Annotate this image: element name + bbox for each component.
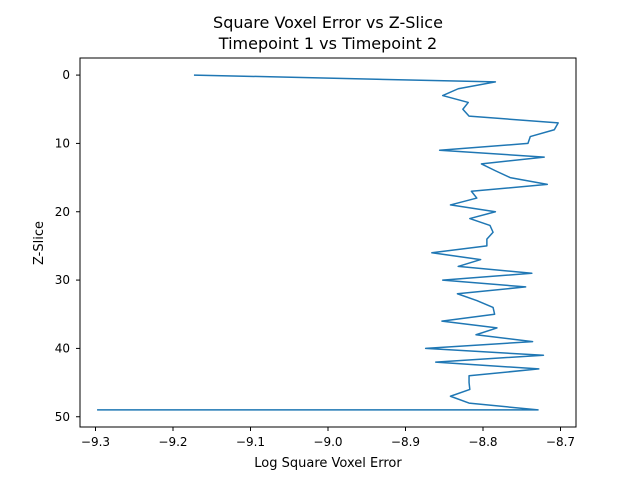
x-axis: −9.3 −9.2 −9.1 −9.0 −8.9 −8.8 −8.7 bbox=[81, 427, 575, 449]
y-tick-label: 40 bbox=[55, 341, 70, 355]
x-tick-label: −9.3 bbox=[81, 435, 110, 449]
chart-title: Square Voxel Error vs Z-Slice bbox=[213, 13, 443, 32]
chart-subtitle: Timepoint 1 vs Timepoint 2 bbox=[218, 34, 437, 53]
series-line bbox=[97, 74, 559, 411]
plot-frame bbox=[79, 57, 577, 428]
x-axis-label: Log Square Voxel Error bbox=[254, 456, 402, 471]
x-tick-label: −9.2 bbox=[158, 435, 187, 449]
y-axis-label: Z-Slice bbox=[32, 221, 47, 265]
y-tick-label: 0 bbox=[62, 68, 70, 82]
plot-area bbox=[80, 58, 576, 427]
x-tick-label: −8.7 bbox=[546, 435, 575, 449]
x-tick-label: −8.9 bbox=[391, 435, 420, 449]
y-axis: 0 10 20 30 40 50 bbox=[55, 68, 80, 424]
y-tick-label: 20 bbox=[55, 205, 70, 219]
y-tick-label: 30 bbox=[55, 273, 70, 287]
x-tick-label: −9.0 bbox=[313, 435, 342, 449]
x-tick-label: −9.1 bbox=[236, 435, 265, 449]
x-tick-label: −8.8 bbox=[468, 435, 497, 449]
y-tick-label: 10 bbox=[55, 136, 70, 150]
y-tick-label: 50 bbox=[55, 410, 70, 424]
